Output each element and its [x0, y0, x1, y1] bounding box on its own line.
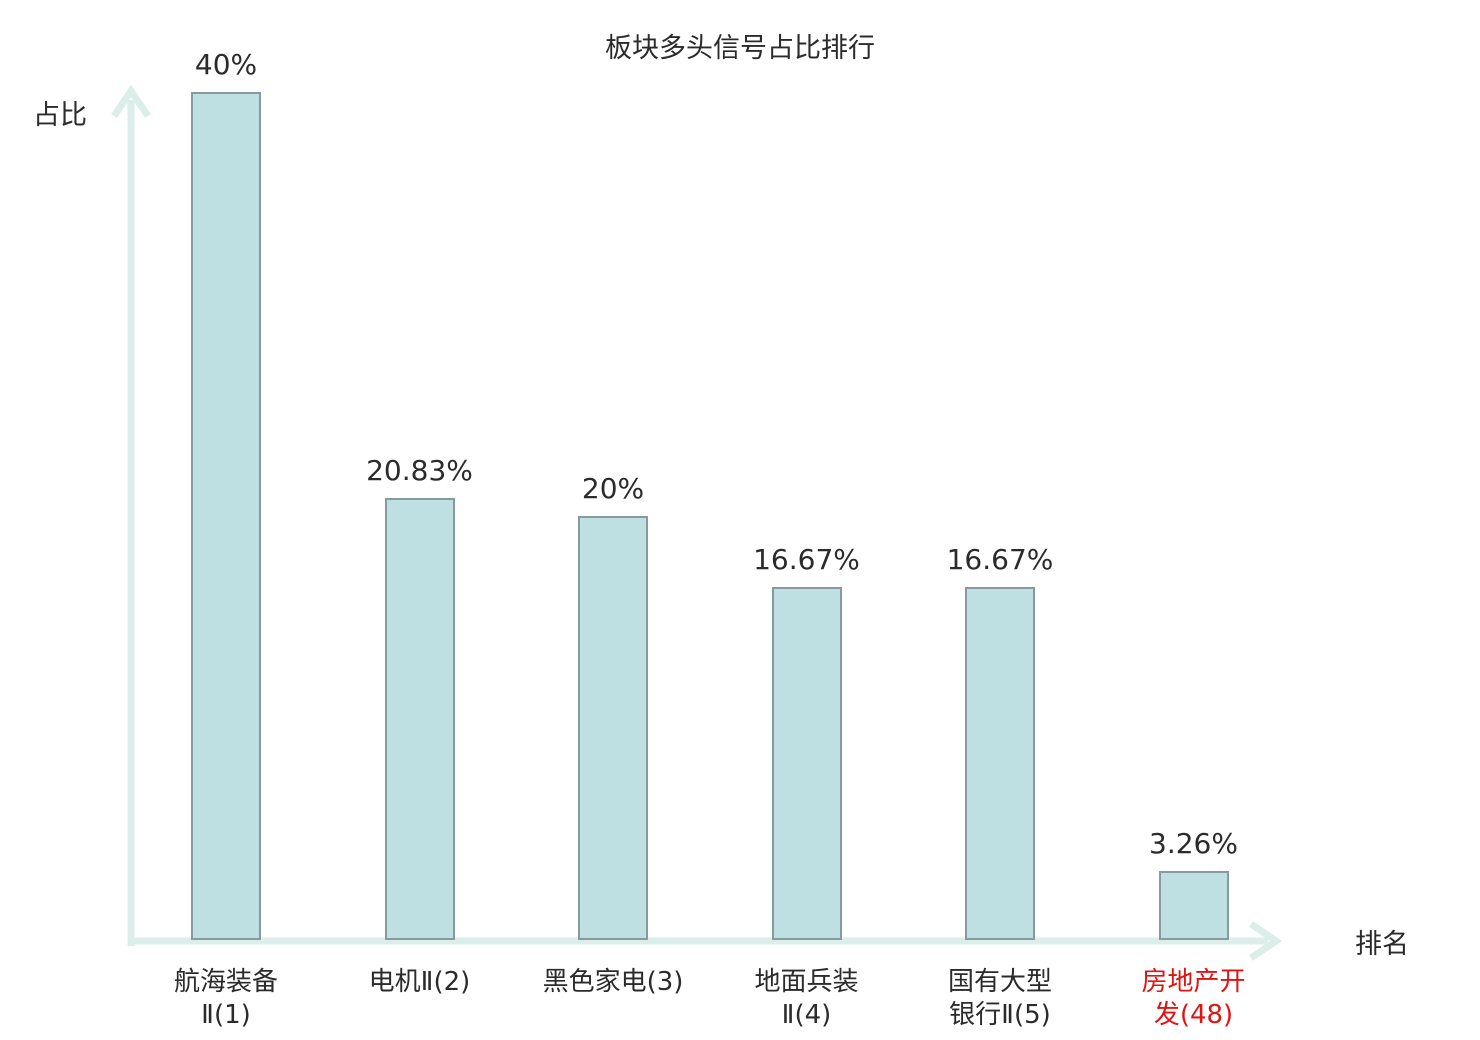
category-label-line: 航海装备 — [173, 967, 278, 997]
y-axis-label: 占比 — [33, 100, 87, 131]
bar-value-label: 20% — [581, 472, 645, 505]
category-label-line: 电机Ⅱ(2) — [368, 967, 471, 997]
bar — [191, 92, 261, 940]
category-label-line: Ⅱ(1) — [201, 1000, 251, 1030]
category-label-line: 银行Ⅱ(5) — [949, 1000, 1051, 1030]
x-axis-label: 排名 — [1355, 929, 1409, 960]
bar — [384, 498, 455, 940]
category-label-line: 黑色家电(3) — [542, 967, 684, 997]
bar-category-label: 航海装备 Ⅱ(1) — [101, 966, 351, 1032]
bar-category-label: 国有大型 银行Ⅱ(5) — [875, 966, 1125, 1032]
category-label-line: 发(48) — [1153, 1000, 1234, 1030]
category-label-line: Ⅱ(4) — [781, 1000, 832, 1030]
category-label-line: 地面兵装 — [754, 967, 859, 997]
bar — [771, 587, 842, 940]
category-label-line: 国有大型 — [947, 967, 1052, 997]
y-axis-arrow-icon — [111, 84, 151, 118]
category-label-line: 房地产开 — [1141, 967, 1246, 997]
bar-value-label: 3.26% — [1149, 827, 1238, 860]
bar — [578, 516, 648, 940]
bar-value-label: 16.67% — [946, 543, 1054, 576]
bar — [1158, 871, 1229, 940]
bar-value-label: 16.67% — [753, 543, 860, 576]
x-axis — [128, 921, 1283, 961]
y-axis — [111, 84, 151, 946]
x-axis-arrow-icon — [1249, 921, 1283, 961]
chart-title: 板块多头信号占比排行 — [605, 33, 875, 64]
bar-category-label: 地面兵装 Ⅱ(4) — [682, 966, 932, 1032]
bar-category-label: 房地产开 发(48) — [1069, 966, 1319, 1032]
bar-category-label: 黑色家电(3) — [488, 966, 738, 999]
bar-category-label: 电机Ⅱ(2) — [295, 966, 545, 999]
bar — [965, 587, 1035, 940]
bar-value-label: 20.83% — [366, 454, 473, 487]
bar-value-label: 40% — [194, 48, 258, 81]
